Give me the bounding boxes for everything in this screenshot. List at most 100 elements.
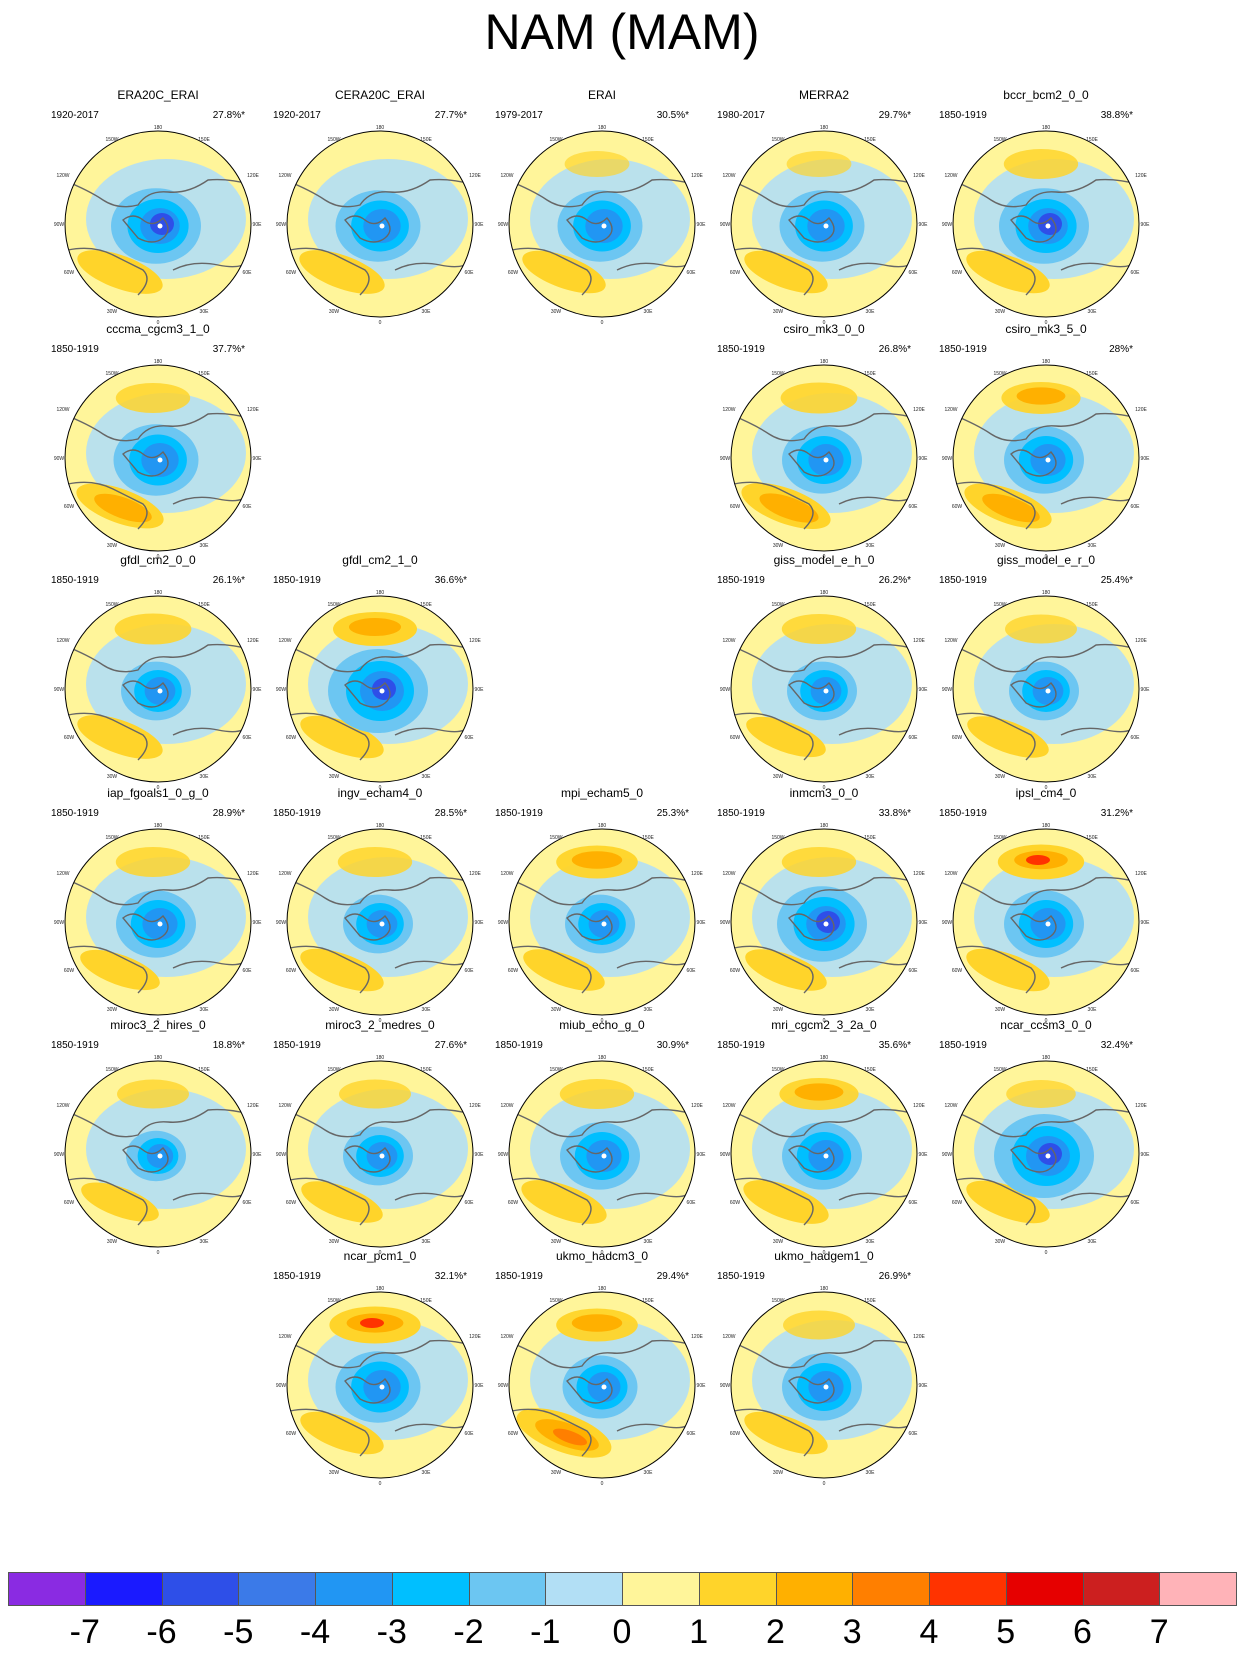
panel-variance-pct: 29.7%*: [878, 110, 911, 121]
panel-years: 1850-1919: [273, 1271, 321, 1282]
longitude-label: 60W: [508, 1200, 519, 1206]
longitude-label: 0: [157, 1018, 160, 1024]
longitude-label: 150W: [993, 371, 1006, 377]
longitude-label: 90E: [1141, 687, 1151, 693]
map-panel: ukmo_hadgem1_0 1850-1919 26.9%* 180 150W 150E…: [709, 1249, 939, 1494]
colorbar-swatch: [1159, 1572, 1237, 1606]
longitude-label: 90W: [54, 456, 65, 462]
longitude-label: 90E: [697, 920, 707, 926]
longitude-label: 180: [154, 125, 163, 131]
colorbar-swatch: [1005, 1572, 1084, 1606]
longitude-label: 90E: [1141, 456, 1151, 462]
panel-years: 1850-1919: [939, 808, 987, 819]
longitude-label: 150W: [771, 1067, 784, 1073]
longitude-label: 0: [1045, 1018, 1048, 1024]
longitude-label: 60W: [952, 968, 963, 974]
panel-title: bccr_bcm2_0_0: [1003, 88, 1089, 102]
longitude-label: 150W: [105, 137, 118, 143]
polar-map: 180 150W 150E 120W 120E 90W 90E 60W 60E 30W 30E 0: [276, 1286, 484, 1487]
longitude-label: 180: [820, 359, 829, 365]
longitude-label: 60E: [1131, 1200, 1141, 1206]
longitude-label: 120E: [469, 638, 481, 644]
longitude-label: 90E: [253, 222, 263, 228]
longitude-label: 180: [1042, 1055, 1051, 1061]
longitude-label: 30W: [995, 1007, 1006, 1013]
longitude-label: 90W: [720, 687, 731, 693]
longitude-label: 30E: [422, 1470, 432, 1476]
longitude-label: 150E: [642, 835, 654, 841]
panel-title: csiro_mk3_0_0: [783, 322, 865, 336]
map-panel: gfdl_cm2_1_0 1850-1919 36.6%* 180 150W 150E 12…: [265, 553, 495, 798]
map-panel: ERAI 1979-2017 30.5%* 180 150W 150E 120W 120E 90…: [487, 88, 717, 333]
panel-title: miroc3_2_hires_0: [110, 1018, 206, 1032]
longitude-label: 150E: [864, 371, 876, 377]
longitude-label: 150W: [993, 1067, 1006, 1073]
longitude-label: 60E: [687, 270, 697, 276]
longitude-label: 90W: [720, 456, 731, 462]
longitude-label: 120W: [56, 1103, 69, 1109]
longitude-label: 120W: [278, 638, 291, 644]
longitude-label: 150E: [864, 1298, 876, 1304]
longitude-label: 30W: [329, 774, 340, 780]
colorbar-tick-label: 0: [612, 1613, 632, 1651]
longitude-label: 120E: [913, 638, 925, 644]
longitude-label: 60W: [730, 735, 741, 741]
longitude-label: 30E: [866, 774, 876, 780]
longitude-label: 60E: [243, 968, 253, 974]
colorbar-swatch: [315, 1572, 393, 1606]
longitude-label: 30W: [329, 309, 340, 315]
longitude-label: 30W: [107, 309, 118, 315]
longitude-label: 150E: [1086, 1067, 1098, 1073]
colorbar-tick-label: 7: [1149, 1613, 1169, 1651]
longitude-label: 120E: [247, 173, 259, 179]
map-panel: bccr_bcm2_0_0 1850-1919 38.8%* 180 150W 150E 1…: [931, 88, 1161, 333]
panel-title: miub_echo_g_0: [559, 1018, 645, 1032]
longitude-label: 60W: [730, 1200, 741, 1206]
longitude-label: 60W: [508, 270, 519, 276]
panel-title: giss_model_e_h_0: [773, 553, 875, 567]
colorbar-tick-label: 5: [996, 1613, 1016, 1651]
longitude-label: 30W: [551, 309, 562, 315]
map-panel: mri_cgcm2_3_2a_0 1850-1919 35.6%* 180 150W 15…: [709, 1018, 939, 1263]
polar-map: 180 150W 150E 120W 120E 90W 90E 60W 60E 30W 30E 0: [942, 823, 1150, 1024]
map-panel: ukmo_hadcm3_0 1850-1919 29.4%* 180 150W 150E 1…: [487, 1249, 717, 1494]
longitude-label: 30W: [551, 1239, 562, 1245]
longitude-label: 120E: [691, 871, 703, 877]
longitude-label: 90E: [697, 1152, 707, 1158]
longitude-label: 0: [601, 1481, 604, 1487]
longitude-label: 30W: [329, 1470, 340, 1476]
longitude-label: 60E: [243, 735, 253, 741]
panel-variance-pct: 36.6%*: [434, 575, 467, 586]
figure-title: NAM (MAM): [484, 4, 760, 60]
longitude-label: 150E: [1086, 137, 1098, 143]
longitude-label: 120W: [500, 1103, 513, 1109]
longitude-label: 0: [379, 1250, 382, 1256]
polar-map: 180 150W 150E 120W 120E 90W 90E 60W 60E 30W 30E 0: [54, 823, 262, 1024]
polar-map: 180 150W 150E 120W 120E 90W 90E 60W 60E 30W 30E 0: [54, 1055, 262, 1256]
longitude-label: 150E: [198, 371, 210, 377]
longitude-label: 90E: [919, 456, 929, 462]
longitude-label: 0: [823, 1481, 826, 1487]
panel-years: 1979-2017: [495, 110, 543, 121]
longitude-label: 30W: [773, 543, 784, 549]
longitude-label: 180: [1042, 125, 1051, 131]
colorbar-tick-label: -5: [223, 1613, 254, 1651]
longitude-label: 60W: [286, 270, 297, 276]
polar-map: 180 150W 150E 120W 120E 90W 90E 60W 60E 30W 30E 0: [720, 590, 929, 791]
longitude-label: 120W: [278, 871, 291, 877]
panel-variance-pct: 32.1%*: [434, 1271, 467, 1282]
polar-map: 180 150W 150E 120W 120E 90W 90E 60W 60E 30W 30E 0: [498, 125, 706, 326]
longitude-label: 30W: [773, 309, 784, 315]
longitude-label: 30E: [644, 1239, 654, 1245]
polar-map: 180 150W 150E 120W 120E 90W 90E 60W 60E 30W 30E 0: [54, 125, 263, 326]
longitude-label: 90E: [919, 222, 929, 228]
longitude-label: 120E: [469, 1103, 481, 1109]
longitude-label: 0: [601, 320, 604, 326]
panel-variance-pct: 37.7%*: [212, 344, 245, 355]
longitude-label: 150W: [771, 1298, 784, 1304]
longitude-label: 90E: [919, 687, 929, 693]
longitude-label: 150E: [420, 137, 432, 143]
longitude-label: 60E: [687, 1200, 697, 1206]
panel-years: 1850-1919: [939, 344, 987, 355]
map-panel: ipsl_cm4_0 1850-1919 31.2%* 180 150W 150E 120W…: [931, 786, 1161, 1031]
